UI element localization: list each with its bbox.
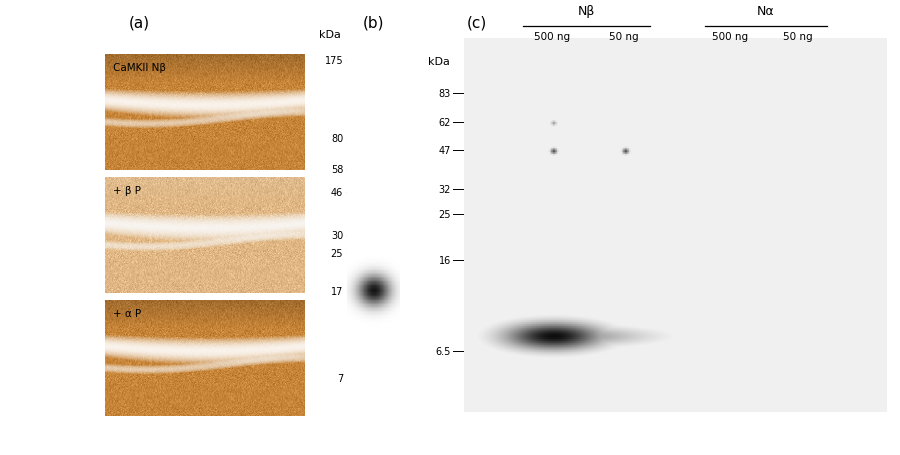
Text: 30: 30 — [331, 230, 343, 240]
Text: Nα: Nα — [757, 5, 775, 18]
Text: 50 ng: 50 ng — [783, 32, 813, 42]
Text: 32: 32 — [438, 185, 451, 195]
Text: 25: 25 — [330, 248, 343, 258]
Text: 62: 62 — [438, 118, 451, 128]
Text: 175: 175 — [325, 56, 343, 66]
Text: 17: 17 — [331, 286, 343, 296]
Text: Nβ: Nβ — [578, 5, 595, 18]
Text: 25: 25 — [438, 210, 451, 220]
Text: 500 ng: 500 ng — [535, 32, 571, 42]
Text: 50 ng: 50 ng — [609, 32, 639, 42]
Text: 83: 83 — [438, 88, 451, 98]
Text: (b): (b) — [363, 16, 384, 31]
Text: 6.5: 6.5 — [436, 346, 451, 356]
Text: (a): (a) — [129, 16, 150, 31]
Text: + β P: + β P — [113, 186, 141, 196]
Text: 47: 47 — [438, 146, 451, 156]
Text: (c): (c) — [467, 16, 487, 31]
Text: + α P: + α P — [113, 308, 141, 318]
Text: 500 ng: 500 ng — [712, 32, 748, 42]
Text: kDa: kDa — [320, 30, 341, 40]
Text: 58: 58 — [331, 165, 343, 175]
Text: 80: 80 — [331, 133, 343, 143]
Text: 7: 7 — [337, 374, 343, 384]
Text: kDa: kDa — [428, 57, 449, 67]
Text: CaMKII Nβ: CaMKII Nβ — [113, 63, 166, 73]
Text: 16: 16 — [438, 255, 451, 265]
Text: 46: 46 — [331, 188, 343, 198]
